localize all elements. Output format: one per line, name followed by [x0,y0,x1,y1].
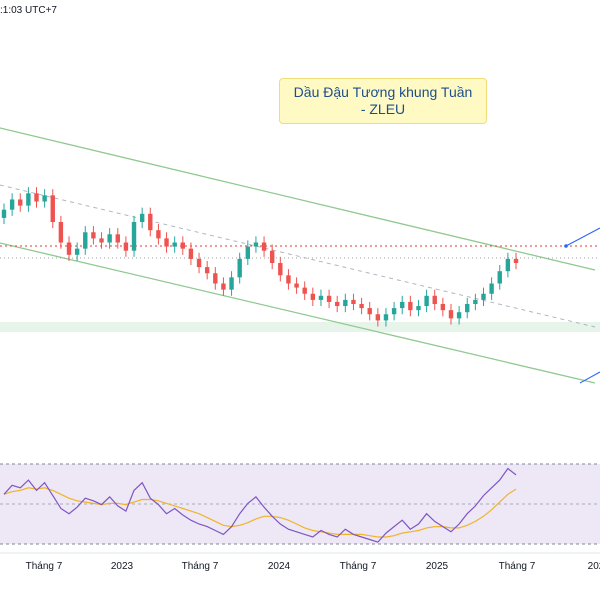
support-zone [0,322,600,332]
candle-body[interactable] [58,222,64,243]
candle-body[interactable] [196,258,202,268]
candle-body[interactable] [34,193,39,202]
candle-body[interactable] [326,295,332,302]
rsi-line[interactable] [3,467,517,543]
candle-body[interactable] [123,242,129,251]
x-tick-label: 2024 [268,561,291,572]
candle-body[interactable] [481,293,486,300]
candle-body[interactable] [172,242,177,247]
candle-body[interactable] [391,308,397,315]
annotation-line-2: - ZLEU [360,101,406,117]
candle-body[interactable] [83,232,88,249]
candle-body[interactable] [74,248,80,255]
channel-lower-line[interactable] [0,242,596,384]
candle-body[interactable] [50,195,55,222]
candle-body[interactable] [473,299,478,304]
x-tick-label: Tháng 7 [182,561,219,572]
candle-body[interactable] [505,258,511,272]
candle-body[interactable] [408,301,413,311]
candle-body[interactable] [302,287,307,294]
candles-group [1,187,519,327]
candle-body[interactable] [335,301,340,307]
candle-body[interactable] [139,213,145,222]
candle-body[interactable] [188,248,194,259]
x-tick-label: Tháng 7 [499,561,536,572]
candle-body[interactable] [513,258,519,263]
candle-body[interactable] [400,301,405,309]
candle-body[interactable] [424,295,429,307]
channel-midline[interactable] [0,184,596,328]
candle-body[interactable] [213,273,218,284]
candle-body[interactable] [131,222,137,251]
candle-body[interactable] [440,304,446,311]
candle-body[interactable] [261,242,267,251]
candle-body[interactable] [465,304,470,313]
x-tick-label: Tháng 7 [26,561,63,572]
candle-body[interactable] [269,250,275,263]
x-tick-label: 2025 [426,561,449,572]
candle-body[interactable] [310,293,316,300]
candle-body[interactable] [359,304,364,309]
candle-body[interactable] [245,246,251,259]
candle-body[interactable] [221,283,226,290]
candle-body[interactable] [148,213,153,231]
candle-body[interactable] [343,299,348,307]
candle-body[interactable] [432,295,437,304]
candle-body[interactable] [229,277,234,290]
candle-body[interactable] [375,314,381,321]
candle-body[interactable] [1,209,7,218]
candle-body[interactable] [9,199,15,210]
candle-body[interactable] [489,283,494,294]
candle-body[interactable] [18,199,23,206]
candle-body[interactable] [115,234,120,243]
candle-body[interactable] [180,242,185,249]
candle-body[interactable] [91,232,96,239]
candle-body[interactable] [42,195,47,202]
candle-body[interactable] [156,230,161,239]
candle-body[interactable] [253,242,259,247]
candle-body[interactable] [367,308,372,315]
x-tick-label: Tháng 7 [340,561,377,572]
candle-body[interactable] [26,193,31,206]
candle-body[interactable] [237,258,242,278]
candle-body[interactable] [448,310,454,319]
candle-body[interactable] [294,283,299,288]
candle-body[interactable] [107,234,112,243]
annotation-line-1: Dầu Đậu Tương khung Tuần [293,84,473,100]
candle-body[interactable] [99,238,104,243]
candle-body[interactable] [416,306,421,311]
candle-body[interactable] [286,275,291,284]
projection-arrow[interactable] [565,227,600,247]
candle-body[interactable] [164,238,169,247]
candle-body[interactable] [278,263,283,276]
chart-timestamp: :1:03 UTC+7 [0,5,57,16]
candle-body[interactable] [204,267,210,274]
projection-arrow-dot [564,244,568,248]
candle-body[interactable] [66,242,72,255]
channel-upper-line[interactable] [0,127,596,271]
projection-arrow-2 [579,371,600,384]
x-tick-label: 2023 [111,561,134,572]
candle-body[interactable] [383,314,389,321]
rsi-ma-line[interactable] [3,487,517,538]
x-tick-label: 202 [588,561,600,572]
annotation-note[interactable]: Dầu Đậu Tương khung Tuần - ZLEU [279,78,487,124]
candle-body[interactable] [497,271,502,284]
candle-body[interactable] [351,299,356,304]
candle-body[interactable] [456,312,462,319]
candle-body[interactable] [318,295,324,300]
x-axis-labels: Tháng 7 2023 Tháng 7 2024 Tháng 7 2025 Tháng 7… [26,561,600,572]
